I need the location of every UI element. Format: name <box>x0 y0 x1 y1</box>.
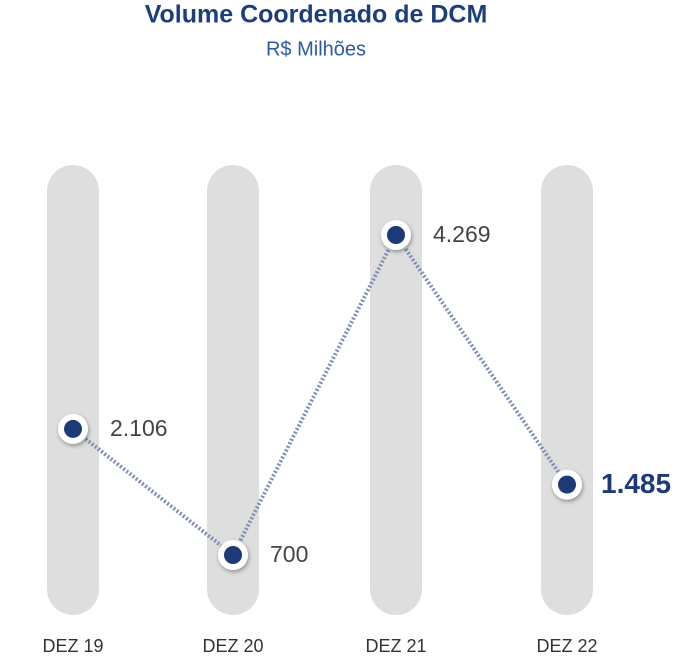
value-label: 1.485 <box>601 468 671 499</box>
x-tick-label: DEZ 21 <box>365 636 426 656</box>
x-tick-label: DEZ 20 <box>202 636 263 656</box>
column-band <box>47 165 99 615</box>
value-label: 700 <box>270 541 308 567</box>
value-label: 2.106 <box>110 415 168 441</box>
marker <box>224 546 242 564</box>
column-band <box>207 165 259 615</box>
chart-title: Volume Coordenado de DCM <box>145 1 488 29</box>
marker <box>558 475 576 494</box>
line <box>71 231 569 559</box>
chart-subtitle: R$ Milhões <box>266 38 366 60</box>
marker <box>64 419 82 438</box>
x-tick-label: DEZ 19 <box>42 636 103 656</box>
column-band <box>541 165 593 615</box>
column-band <box>370 165 422 615</box>
x-tick-label: DEZ 22 <box>536 636 597 656</box>
value-label: 4.269 <box>433 221 491 247</box>
marker <box>387 226 405 244</box>
